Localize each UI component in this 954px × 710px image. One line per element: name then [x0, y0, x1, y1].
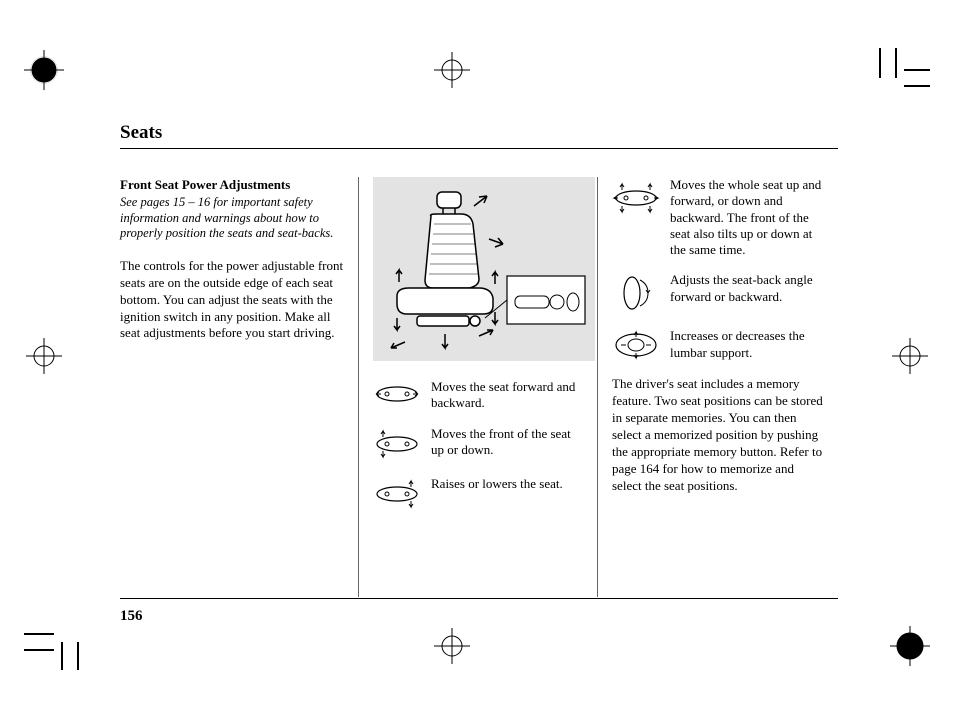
safety-note: See pages 15 – 16 for important safety i…: [120, 195, 344, 242]
seat-slider-fwd-back-icon: [373, 379, 421, 409]
page-content: Seats Front Seat Power Adjustments See p…: [120, 122, 838, 597]
body-text: The controls for the power adjustable fr…: [120, 258, 344, 342]
control-label: Moves the whole seat up and forward, or …: [670, 177, 825, 258]
control-item: Moves the front of the seat up or down.: [373, 426, 583, 462]
seat-raise-lower-icon: [373, 476, 421, 512]
reg-mark-target: [24, 50, 64, 90]
control-label: Moves the front of the seat up or down.: [431, 426, 583, 459]
seat-front-tilt-icon: [373, 426, 421, 462]
body-text: The driver's seat includes a memory feat…: [612, 376, 825, 494]
reg-mark-cross: [432, 626, 472, 666]
seat-diagram: [373, 177, 595, 361]
control-item: Adjusts the seat-back angle forward or b…: [612, 272, 825, 314]
control-item: Increases or decreases the lumbar suppor…: [612, 328, 825, 362]
title-rule: [120, 148, 838, 149]
control-item: Raises or lowers the seat.: [373, 476, 583, 512]
crop-mark-tr: [870, 48, 930, 88]
control-label: Adjusts the seat-back angle forward or b…: [670, 272, 825, 305]
seat-whole-move-icon: [612, 177, 660, 219]
reg-mark-target: [890, 626, 930, 666]
control-item: Moves the seat forward and backward.: [373, 379, 583, 412]
section-title: Seats: [120, 122, 838, 144]
sub-title: Front Seat Power Adjustments: [120, 177, 344, 193]
lumbar-support-icon: [612, 328, 660, 362]
column-1: Front Seat Power Adjustments See pages 1…: [120, 177, 359, 597]
column-2: Moves the seat forward and backward. Mov…: [359, 177, 598, 597]
seatback-angle-icon: [612, 272, 660, 314]
crop-mark-bl: [24, 630, 84, 670]
control-label: Moves the seat forward and backward.: [431, 379, 583, 412]
footer-rule: [120, 598, 838, 599]
control-label: Increases or decreases the lumbar suppor…: [670, 328, 825, 361]
page-number: 156: [120, 608, 143, 625]
reg-mark-cross: [24, 336, 64, 376]
control-label: Raises or lowers the seat.: [431, 476, 563, 492]
seat-illustration-icon: [379, 184, 589, 354]
reg-mark-cross: [890, 336, 930, 376]
control-item: Moves the whole seat up and forward, or …: [612, 177, 825, 258]
reg-mark-cross: [432, 50, 472, 90]
column-3: Moves the whole seat up and forward, or …: [598, 177, 837, 597]
